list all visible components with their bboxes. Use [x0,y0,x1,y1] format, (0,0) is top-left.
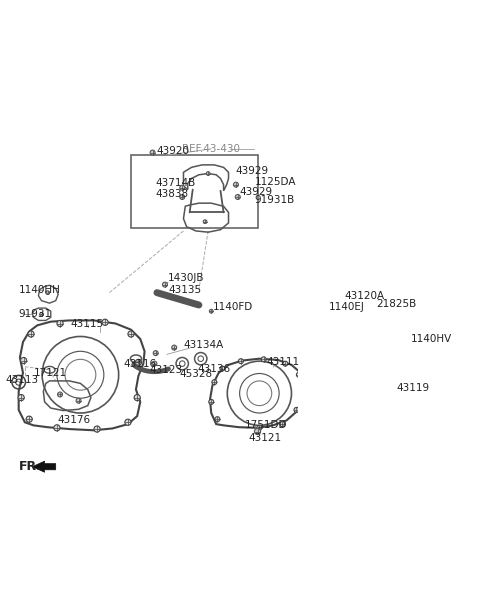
Text: 43134A: 43134A [183,340,224,350]
Circle shape [376,382,382,389]
Bar [131,155,258,228]
Text: 1140HV: 1140HV [410,334,452,344]
Circle shape [125,419,131,425]
Circle shape [150,150,155,155]
Text: 1140FD: 1140FD [213,302,253,312]
Circle shape [254,428,261,434]
Text: 1140HH: 1140HH [19,285,60,295]
Circle shape [376,364,382,370]
Circle shape [135,359,142,365]
Circle shape [209,309,213,313]
Text: 45328: 45328 [179,368,212,379]
Circle shape [76,398,81,403]
Circle shape [261,357,266,362]
Circle shape [180,195,185,199]
Text: 17121: 17121 [34,368,67,378]
Text: 43121: 43121 [248,432,281,443]
Circle shape [330,401,336,407]
Circle shape [172,345,177,350]
Circle shape [220,366,225,371]
Circle shape [212,379,217,385]
Text: 1125DA: 1125DA [254,176,296,187]
Text: 1430JB: 1430JB [168,273,204,284]
Circle shape [306,359,312,365]
Text: 43176: 43176 [57,415,90,425]
Text: 43111: 43111 [267,357,300,367]
Circle shape [153,351,158,356]
Circle shape [28,331,34,337]
Text: 91931B: 91931B [254,195,295,205]
Circle shape [102,319,108,325]
Circle shape [300,391,305,396]
Text: FR.: FR. [19,460,42,473]
Text: 91931: 91931 [19,309,52,319]
Circle shape [283,361,288,366]
Circle shape [239,359,243,364]
Circle shape [297,372,301,377]
Circle shape [209,400,214,404]
Circle shape [58,392,62,397]
Text: REF.43-430: REF.43-430 [182,144,240,154]
Text: 43838: 43838 [156,189,189,199]
Circle shape [405,337,410,342]
Circle shape [257,425,262,430]
Text: 43113: 43113 [5,375,38,386]
Text: 43929: 43929 [239,187,272,197]
Circle shape [18,395,24,401]
Circle shape [233,182,239,187]
Circle shape [40,312,43,316]
Circle shape [152,361,157,366]
Text: 21825B: 21825B [377,300,417,309]
Circle shape [373,333,380,339]
Text: 43714B: 43714B [156,178,196,188]
Circle shape [46,291,49,295]
Circle shape [203,220,207,223]
Text: 43123: 43123 [150,365,183,375]
Circle shape [341,343,347,350]
Circle shape [21,357,27,364]
Circle shape [163,282,168,287]
Circle shape [360,398,366,404]
Text: 43116: 43116 [123,359,157,368]
Circle shape [134,395,140,401]
Text: 43136: 43136 [198,364,231,373]
Circle shape [94,426,100,432]
Circle shape [57,320,63,326]
Text: 43929: 43929 [236,166,269,176]
Bar [375,307,392,319]
Polygon shape [32,461,56,472]
Circle shape [235,195,240,199]
Text: 43115: 43115 [71,318,104,329]
Circle shape [215,417,220,422]
Text: 43120A: 43120A [344,291,384,301]
Circle shape [26,416,32,422]
Circle shape [54,425,60,431]
Circle shape [206,171,210,176]
Circle shape [280,422,285,426]
Text: 43119: 43119 [396,383,430,393]
Circle shape [350,311,356,317]
Circle shape [362,347,369,353]
Circle shape [128,331,134,337]
Text: 1751DD: 1751DD [245,420,288,431]
Text: 43920: 43920 [157,146,190,156]
Text: 43135: 43135 [168,285,201,295]
Circle shape [180,185,185,190]
Circle shape [307,389,313,395]
Text: 1140EJ: 1140EJ [328,302,364,312]
Circle shape [294,407,299,412]
